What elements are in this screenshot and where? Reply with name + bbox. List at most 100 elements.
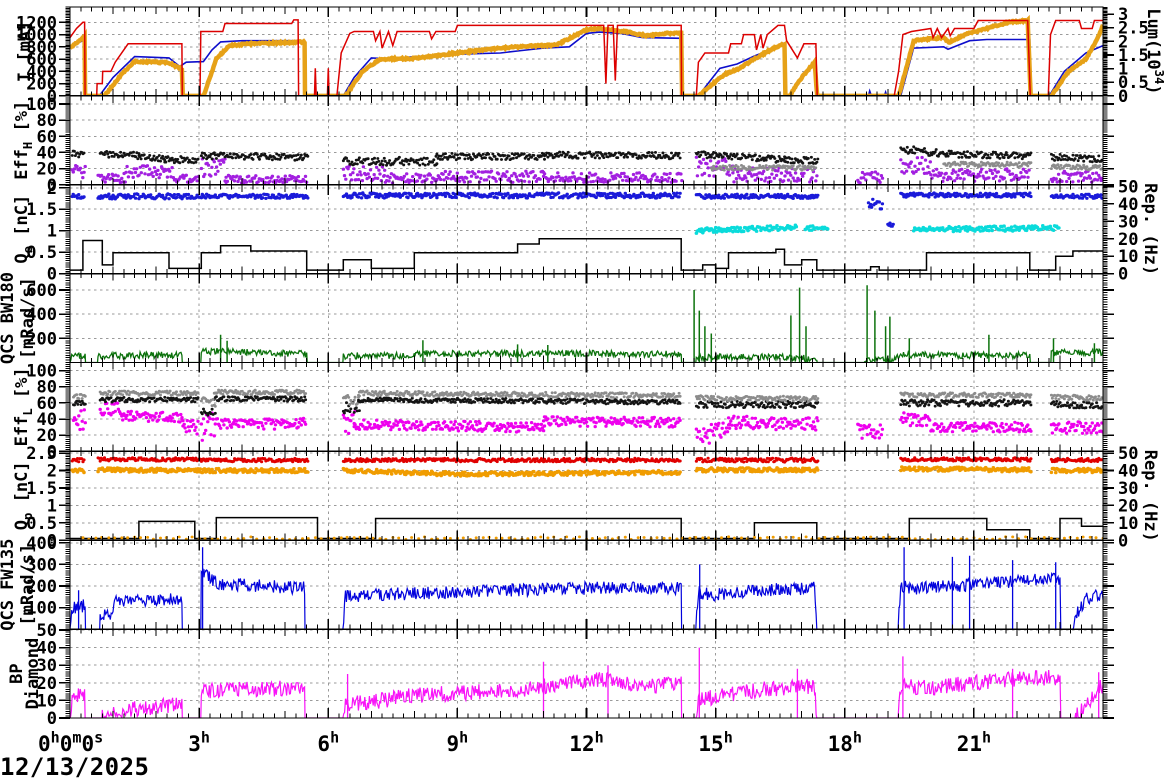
eff-h-eff-purple-trace bbox=[70, 155, 1103, 185]
panel-qcs-bw180: 200 400 600 QCS BW180 [mRad/s] bbox=[0, 272, 1114, 364]
ytick-label: 10 bbox=[37, 691, 57, 711]
major-ticks bbox=[59, 629, 1114, 719]
bp-diamond-bp-magenta-trace bbox=[70, 670, 1103, 718]
right-ytick-label: 0 bbox=[1118, 87, 1128, 107]
minor-ticks bbox=[65, 629, 1108, 718]
right-ytick-label: 30 bbox=[1118, 212, 1138, 232]
right-ytick-label: 10 bbox=[1118, 247, 1138, 267]
ytick-label: 1 bbox=[47, 222, 57, 242]
right-ytick-label: 10 bbox=[1118, 514, 1138, 534]
ytick-label: 0 bbox=[47, 709, 57, 729]
ytick-label: 1 bbox=[47, 496, 57, 516]
major-ticks bbox=[59, 362, 1114, 453]
minor-ticks bbox=[65, 450, 1108, 541]
right-axis-title-current: Lum(1034) bbox=[1143, 8, 1166, 94]
xtick-label: 18h bbox=[828, 729, 862, 756]
ytick-label: 0 bbox=[47, 87, 57, 107]
right-ytick-label: 0 bbox=[1118, 265, 1128, 285]
ytick-label: 0 bbox=[47, 442, 57, 462]
grid-eff-h bbox=[70, 95, 1103, 185]
series-group-qe bbox=[70, 191, 1103, 271]
major-ticks bbox=[59, 273, 1114, 363]
major-ticks bbox=[59, 451, 1114, 542]
minor-ticks bbox=[65, 95, 1108, 185]
minor-ticks bbox=[65, 272, 1108, 363]
ytick-label: 30 bbox=[37, 656, 57, 676]
ytick-label: 400 bbox=[26, 534, 57, 554]
axis-title-qcs-fw135: [mRad/s] bbox=[18, 544, 38, 626]
ytick-label: 20 bbox=[37, 426, 57, 446]
qcs-bw180-bw180-spikes-trace bbox=[219, 285, 1096, 363]
ytick-label: 2 bbox=[47, 462, 57, 482]
qp-qp-orange-low-trace bbox=[81, 535, 1103, 541]
grid-bp-diamond bbox=[70, 629, 1103, 718]
axis-title-qe: Qe [nC] bbox=[12, 195, 35, 264]
eff-l-effl-black-trace bbox=[72, 395, 1103, 417]
minor-ticks bbox=[65, 540, 1108, 630]
eff-h-eff-black-trace bbox=[70, 145, 1103, 167]
axis-title-eff-h: EffH [%] bbox=[12, 101, 35, 180]
ytick-label: 100 bbox=[26, 95, 57, 115]
major-ticks bbox=[59, 7, 1114, 97]
major-ticks bbox=[59, 540, 1114, 630]
xtick-label: 9h bbox=[447, 729, 469, 756]
right-ytick-label: 1 bbox=[1118, 60, 1128, 80]
major-ticks bbox=[59, 184, 1114, 275]
axis-title-bp-diamond: Diamond bbox=[23, 638, 43, 710]
qe-qe-cyan-trace bbox=[694, 223, 1061, 235]
xtick-label: 12h bbox=[569, 729, 603, 756]
right-ytick-label: 0.5 bbox=[1118, 73, 1149, 93]
ytick-label: 2 bbox=[47, 179, 57, 199]
right-ytick-label: 40 bbox=[1118, 195, 1138, 215]
minor-ticks bbox=[65, 6, 1108, 96]
series-group-current bbox=[70, 14, 1103, 96]
xtick-label: 21h bbox=[957, 729, 991, 756]
grid-qcs-bw180 bbox=[70, 273, 1103, 363]
ytick-label: 600 bbox=[26, 281, 57, 301]
ytick-label: 100 bbox=[26, 599, 57, 619]
ytick-label: 100 bbox=[26, 362, 57, 382]
ytick-label: 80 bbox=[37, 111, 57, 131]
xtick-label: 3h bbox=[188, 729, 210, 756]
qp-qp-orange-trace bbox=[70, 465, 1103, 478]
minor-ticks bbox=[65, 184, 1108, 274]
xtick-label: 0h0m0s bbox=[38, 729, 103, 756]
right-ytick-label: 50 bbox=[1118, 444, 1138, 464]
xtick-label: 15h bbox=[698, 729, 732, 756]
series-group-qcs-fw135 bbox=[70, 547, 1103, 630]
ytick-label: 40 bbox=[37, 639, 57, 659]
qe-qe-blue-trace bbox=[70, 191, 1103, 228]
axis-title-bp-diamond: BP bbox=[7, 663, 27, 683]
ytick-label: 40 bbox=[37, 143, 57, 163]
current-ler-current-trace bbox=[70, 14, 1103, 96]
right-axis-title-qp: Rep. (Hz) bbox=[1140, 450, 1160, 542]
ytick-label: 200 bbox=[26, 329, 57, 349]
right-ytick-label: 0 bbox=[1118, 531, 1128, 551]
ytick-label: 1200 bbox=[16, 13, 57, 33]
ytick-label: 1000 bbox=[16, 26, 57, 46]
right-ytick-label: 40 bbox=[1118, 462, 1138, 482]
right-ytick-label: 1.5 bbox=[1118, 46, 1149, 66]
ytick-label: 0 bbox=[47, 176, 57, 196]
ytick-label: 60 bbox=[37, 394, 57, 414]
right-ytick-label: 20 bbox=[1118, 496, 1138, 516]
axis-title-qcs-bw180: QCS BW180 bbox=[0, 272, 18, 364]
qp-qp-red-trace bbox=[70, 456, 1103, 464]
axis-title-qcs-bw180: [mRad/s] bbox=[18, 277, 38, 359]
ytick-label: 1.5 bbox=[26, 200, 57, 220]
right-axis-title-qe: Rep. (Hz) bbox=[1140, 183, 1160, 275]
series-group-eff-h bbox=[70, 145, 1103, 185]
ytick-label: 80 bbox=[37, 378, 57, 398]
ytick-label: 400 bbox=[26, 305, 57, 325]
ytick-label: 0 bbox=[47, 265, 57, 285]
right-ytick-label: 50 bbox=[1118, 178, 1138, 198]
eff-l-effl-gray-trace bbox=[72, 388, 1103, 408]
qe-rep-steps-trace bbox=[70, 238, 1103, 271]
